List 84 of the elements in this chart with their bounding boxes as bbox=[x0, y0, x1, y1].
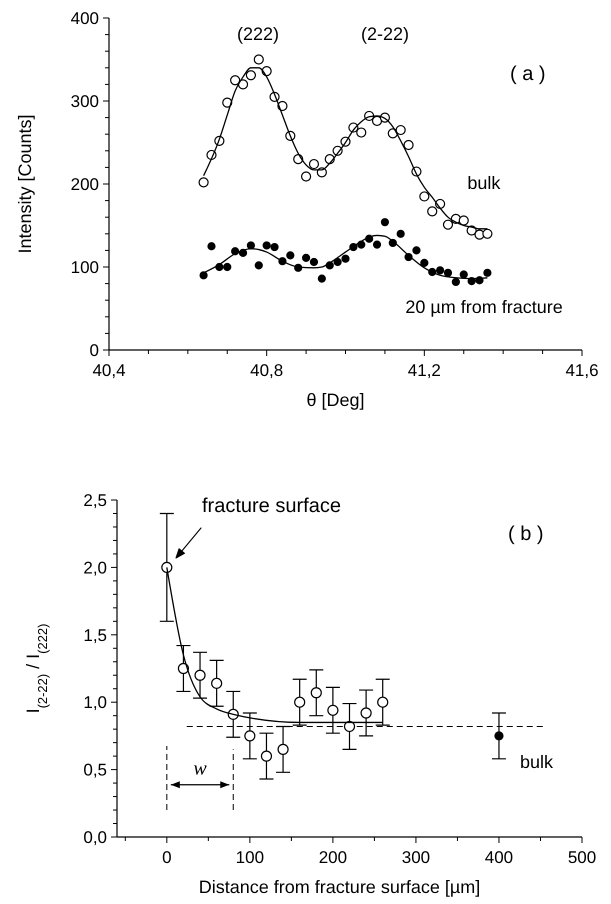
point bbox=[396, 124, 406, 136]
point bbox=[444, 268, 452, 277]
point bbox=[254, 54, 264, 65]
x-tick-label: 40,8 bbox=[250, 361, 284, 380]
point bbox=[458, 215, 469, 226]
point bbox=[294, 696, 306, 708]
point bbox=[300, 171, 312, 182]
point bbox=[246, 70, 256, 80]
point bbox=[318, 274, 326, 283]
point bbox=[244, 730, 256, 742]
x-axis-title: Distance from fracture surface [µm] bbox=[198, 877, 480, 897]
point bbox=[372, 116, 382, 126]
annotation: ( a ) bbox=[510, 63, 546, 85]
point bbox=[230, 75, 240, 86]
y-tick-label: 0,5 bbox=[83, 760, 107, 780]
point bbox=[427, 206, 438, 216]
x-tick-label: 41,6 bbox=[565, 361, 599, 380]
point bbox=[380, 218, 390, 226]
point bbox=[341, 254, 350, 263]
point bbox=[482, 228, 492, 239]
point bbox=[419, 191, 430, 202]
point bbox=[238, 79, 248, 90]
x-tick-label: 500 bbox=[568, 848, 596, 867]
x-tick-label: 41,2 bbox=[408, 361, 441, 380]
x-tick-label: 100 bbox=[236, 848, 264, 867]
point bbox=[403, 140, 414, 150]
annotation: (2-22) bbox=[360, 24, 410, 44]
annotation: (222) bbox=[236, 24, 280, 44]
point bbox=[372, 240, 382, 249]
point bbox=[334, 258, 342, 266]
point bbox=[412, 246, 421, 254]
annotation: ( b ) bbox=[508, 523, 544, 545]
point bbox=[286, 251, 294, 260]
point bbox=[302, 254, 310, 262]
series-label: 20 µm from fracture bbox=[405, 296, 563, 317]
point bbox=[356, 127, 366, 138]
x-axis-title: θ [Deg] bbox=[306, 390, 365, 410]
y-tick-label: 400 bbox=[70, 9, 99, 28]
point bbox=[260, 750, 272, 762]
point bbox=[442, 220, 454, 230]
point bbox=[483, 268, 492, 277]
x-tick-label: 300 bbox=[402, 848, 430, 867]
series-label: bulk bbox=[520, 752, 554, 772]
point bbox=[194, 670, 206, 681]
point bbox=[436, 266, 444, 274]
series-label: bulk bbox=[467, 172, 502, 193]
point bbox=[277, 744, 289, 755]
point bbox=[223, 262, 232, 272]
annotation: fracture surface bbox=[202, 495, 341, 517]
point bbox=[360, 707, 372, 719]
y-tick-label: 0 bbox=[90, 341, 99, 360]
x-tick-label: 0 bbox=[162, 848, 172, 867]
point bbox=[270, 242, 279, 252]
point bbox=[377, 696, 388, 708]
point bbox=[207, 242, 216, 250]
point bbox=[460, 270, 468, 279]
point bbox=[344, 720, 356, 732]
point bbox=[254, 261, 263, 270]
point bbox=[161, 562, 172, 573]
y-tick-label: 100 bbox=[70, 258, 99, 277]
y-tick-label: 1,5 bbox=[83, 626, 107, 645]
point bbox=[310, 258, 318, 266]
y-axis-title: Intensity [Counts] bbox=[15, 114, 35, 254]
point bbox=[198, 177, 209, 188]
point bbox=[327, 704, 338, 716]
point bbox=[211, 678, 222, 689]
x-tick-label: 200 bbox=[318, 848, 348, 867]
point bbox=[420, 258, 428, 267]
point bbox=[452, 278, 460, 286]
point bbox=[396, 230, 405, 238]
point bbox=[494, 731, 504, 740]
point bbox=[310, 687, 322, 698]
y-tick-label: 2,0 bbox=[83, 558, 107, 578]
y-tick-label: 300 bbox=[70, 92, 99, 111]
y-tick-label: 200 bbox=[70, 175, 99, 194]
point bbox=[262, 241, 271, 250]
point bbox=[308, 158, 320, 170]
y-tick-label: 2,5 bbox=[83, 491, 107, 510]
x-tick-label: 400 bbox=[484, 848, 514, 867]
y-tick-label: 0,0 bbox=[83, 828, 107, 847]
point bbox=[200, 271, 208, 280]
x-tick-label: 40,4 bbox=[92, 361, 126, 380]
annotation: w bbox=[193, 758, 208, 780]
y-tick-label: 1,0 bbox=[83, 693, 107, 712]
